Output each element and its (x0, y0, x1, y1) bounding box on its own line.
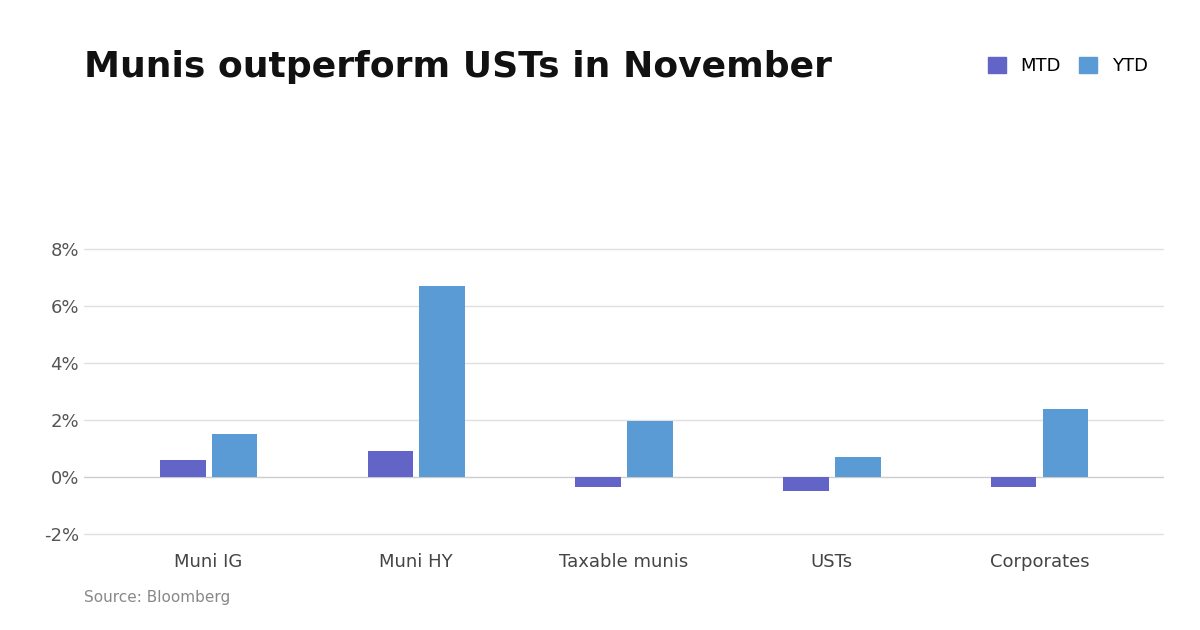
Bar (160, 460, 205, 477)
Bar (1043, 408, 1088, 477)
Text: Munis outperform USTs in November: Munis outperform USTs in November (84, 50, 832, 84)
Bar (628, 421, 673, 477)
Text: Source: Bloomberg: Source: Bloomberg (84, 590, 230, 605)
Bar (990, 477, 1037, 487)
Bar (835, 457, 881, 477)
Bar (782, 477, 828, 491)
Bar (575, 477, 620, 487)
Bar (211, 434, 258, 477)
Bar (367, 451, 413, 477)
Bar (420, 286, 466, 477)
Legend: MTD, YTD: MTD, YTD (980, 49, 1154, 82)
